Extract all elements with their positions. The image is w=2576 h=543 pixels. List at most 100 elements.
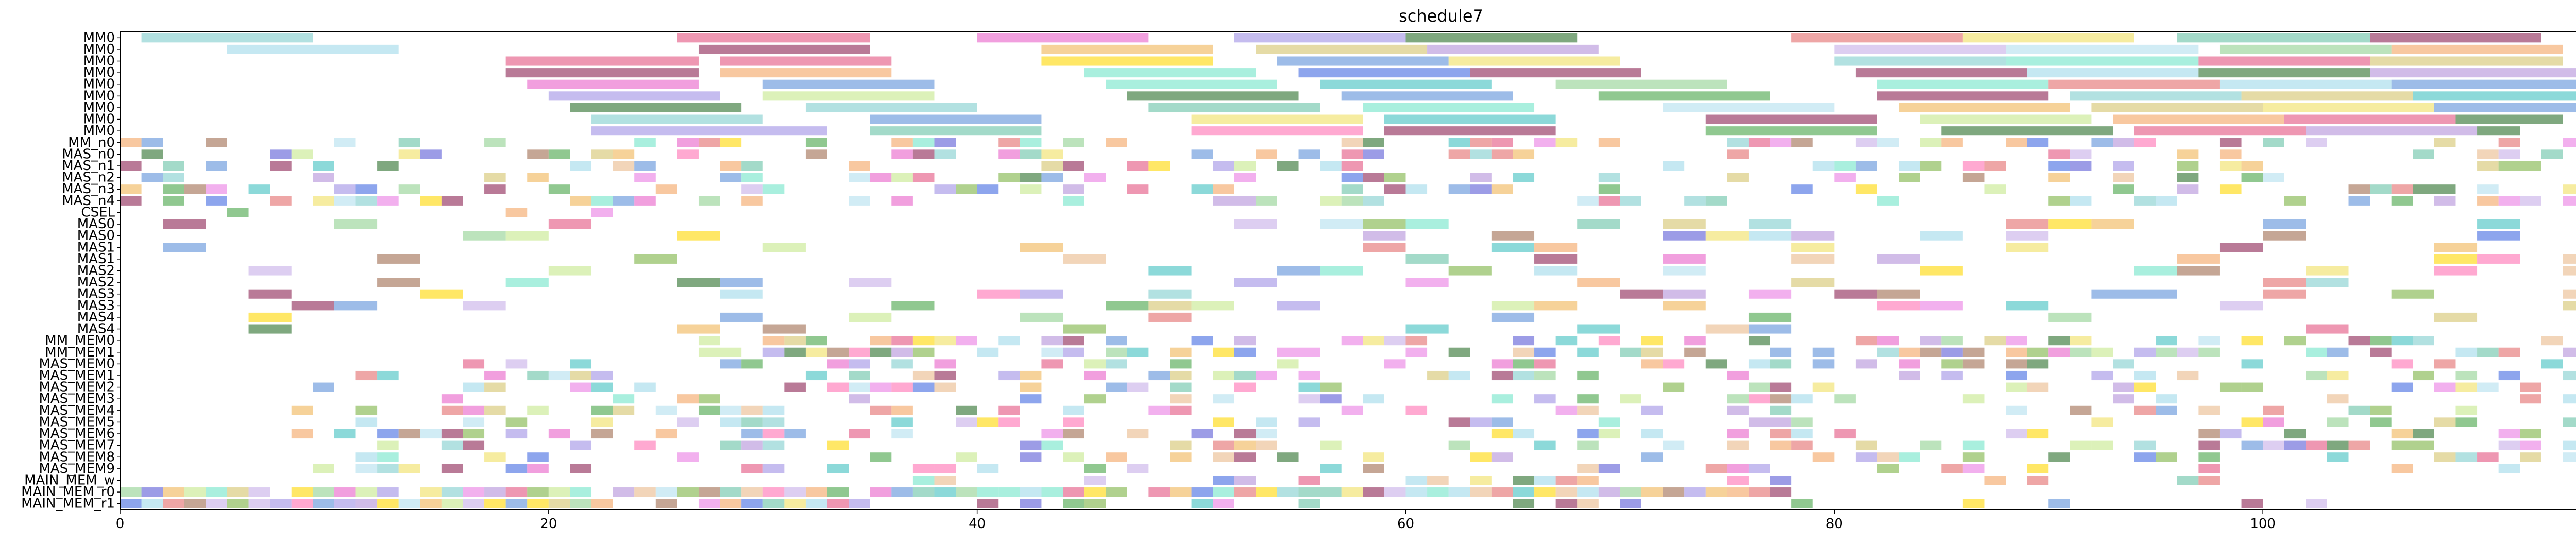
schedule-bar bbox=[762, 417, 785, 427]
schedule-bar bbox=[2477, 382, 2499, 392]
schedule-bar bbox=[1234, 173, 1256, 182]
schedule-bar bbox=[591, 429, 613, 439]
schedule-bar bbox=[2177, 347, 2199, 357]
schedule-bar bbox=[2177, 266, 2220, 276]
schedule-bar bbox=[1513, 359, 1535, 369]
schedule-bar bbox=[1791, 429, 1813, 439]
schedule-bar bbox=[377, 196, 399, 206]
schedule-bar bbox=[548, 149, 570, 159]
schedule-bar bbox=[2241, 417, 2263, 427]
schedule-bar bbox=[1513, 476, 1535, 485]
schedule-bar bbox=[1277, 266, 1320, 276]
schedule-bar bbox=[2370, 33, 2541, 43]
schedule-bar bbox=[1020, 138, 1042, 147]
schedule-bar bbox=[1277, 359, 1299, 369]
schedule-bar bbox=[1063, 499, 1084, 508]
schedule-bar bbox=[2391, 464, 2413, 473]
schedule-bar bbox=[1513, 149, 1535, 159]
schedule-bar bbox=[1084, 499, 1106, 508]
schedule-bar bbox=[1020, 149, 1042, 159]
schedule-bar bbox=[1684, 196, 1706, 206]
schedule-bar bbox=[2306, 266, 2349, 276]
schedule-bar bbox=[1106, 359, 1127, 369]
schedule-bar bbox=[184, 499, 206, 508]
schedule-bar bbox=[1920, 301, 1963, 311]
schedule-bar bbox=[891, 382, 913, 392]
schedule-bar bbox=[1341, 196, 1363, 206]
schedule-bar bbox=[1577, 370, 1599, 381]
schedule-bar bbox=[591, 405, 613, 415]
schedule-bar bbox=[977, 347, 999, 357]
schedule-bar bbox=[849, 370, 870, 381]
schedule-bar bbox=[1341, 149, 1363, 159]
schedule-bar bbox=[2091, 347, 2113, 357]
schedule-bar bbox=[1470, 149, 1492, 159]
schedule-bar bbox=[1899, 173, 1920, 182]
schedule-bar bbox=[2006, 138, 2027, 147]
schedule-bar bbox=[1598, 429, 1620, 439]
schedule-bar bbox=[849, 499, 870, 508]
schedule-bar bbox=[2241, 382, 2263, 392]
schedule-bar bbox=[591, 208, 613, 217]
schedule-bar bbox=[1427, 44, 1599, 54]
schedule-bar bbox=[849, 382, 870, 392]
schedule-bar bbox=[1491, 429, 1513, 439]
schedule-bar bbox=[2327, 440, 2349, 450]
schedule-bar bbox=[762, 440, 785, 450]
schedule-bar bbox=[891, 405, 913, 415]
schedule-bar bbox=[1191, 336, 1213, 346]
schedule-bar bbox=[1084, 173, 1106, 182]
schedule-bar bbox=[1363, 452, 1384, 462]
schedule-bar bbox=[2455, 452, 2478, 462]
schedule-bar bbox=[1041, 347, 1063, 357]
schedule-bar bbox=[548, 429, 570, 439]
schedule-bar bbox=[1577, 394, 1599, 404]
schedule-bar bbox=[1470, 138, 1492, 147]
schedule-bar bbox=[2563, 138, 2576, 147]
schedule-bar bbox=[2177, 173, 2199, 182]
schedule-bar bbox=[677, 149, 699, 159]
schedule-bar bbox=[1641, 452, 1663, 462]
schedule-bar bbox=[1384, 336, 1406, 346]
schedule-bar bbox=[2477, 231, 2520, 241]
schedule-bar bbox=[2413, 336, 2434, 346]
schedule-bar bbox=[849, 312, 892, 322]
schedule-bar bbox=[463, 405, 485, 415]
schedule-bar bbox=[1513, 429, 1535, 439]
schedule-bar bbox=[1534, 476, 1556, 485]
schedule-bar bbox=[2198, 347, 2220, 357]
schedule-bar bbox=[1234, 440, 1256, 450]
schedule-bar bbox=[2241, 91, 2413, 101]
schedule-bar bbox=[634, 196, 656, 206]
schedule-bar bbox=[1405, 336, 1428, 346]
schedule-bar bbox=[1063, 138, 1084, 147]
schedule-bar bbox=[1405, 184, 1428, 194]
schedule-bar bbox=[741, 429, 763, 439]
schedule-bar bbox=[912, 173, 935, 182]
schedule-bar bbox=[741, 499, 763, 508]
schedule-bar bbox=[355, 370, 378, 381]
schedule-bar bbox=[1791, 254, 1835, 264]
schedule-bar bbox=[1363, 138, 1384, 147]
schedule-bar bbox=[2498, 440, 2520, 450]
y-tick-label: MAS0 bbox=[77, 216, 115, 232]
schedule-bar bbox=[2477, 254, 2520, 264]
schedule-bar bbox=[527, 79, 699, 89]
schedule-bar bbox=[227, 487, 249, 497]
schedule-bar bbox=[2027, 347, 2049, 357]
schedule-bar bbox=[1470, 487, 1492, 497]
schedule-bar bbox=[1748, 487, 1770, 497]
schedule-bar bbox=[591, 114, 763, 124]
schedule-bar bbox=[677, 324, 720, 334]
schedule-bar bbox=[227, 208, 249, 217]
y-tick-label: MAS_MEM7 bbox=[39, 438, 115, 453]
schedule-bar bbox=[1577, 464, 1599, 473]
schedule-bar bbox=[313, 487, 334, 497]
schedule-bar bbox=[1941, 126, 2113, 136]
schedule-bar bbox=[1127, 161, 1149, 171]
schedule-bar bbox=[1962, 464, 1985, 473]
schedule-bar bbox=[1834, 289, 1877, 299]
schedule-bar bbox=[484, 184, 506, 194]
schedule-bar bbox=[2520, 429, 2541, 439]
schedule-bar bbox=[1213, 476, 1234, 485]
